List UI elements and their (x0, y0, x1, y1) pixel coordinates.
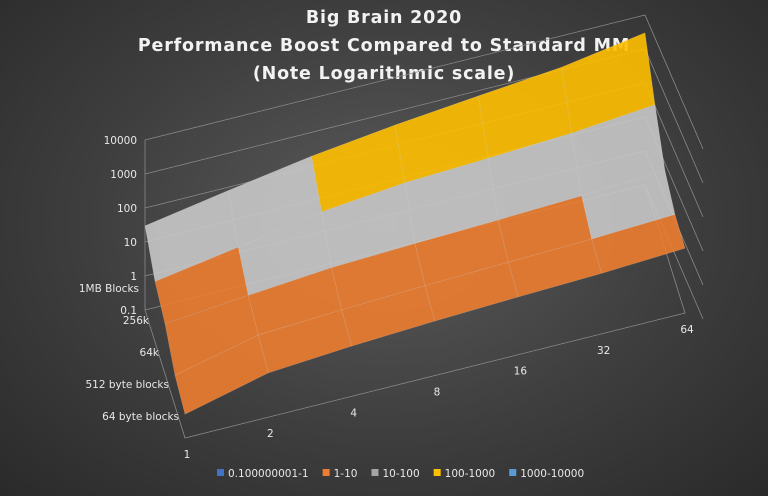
x-tick-label: 1 (184, 449, 191, 461)
chart-title-line-1: Big Brain 2020 (305, 8, 463, 28)
legend-label: 100-1000 (445, 468, 496, 480)
x-tick-label: 4 (350, 407, 357, 419)
legend-label: 0.100000001-1 (228, 468, 309, 480)
depth-tick-label: 64k (140, 347, 160, 359)
depth-tick-label: 64 byte blocks (102, 411, 179, 423)
surface-cell (591, 214, 686, 274)
legend-label: 1-10 (334, 468, 358, 480)
legend-label: 10-100 (382, 468, 419, 480)
value-axis-ticks: 10000 1000 100 10 1 0.1 (104, 135, 137, 317)
surface-mesh (144, 32, 686, 415)
x-tick-label: 64 (680, 324, 694, 336)
legend-label: 1000-10000 (520, 468, 584, 480)
x-tick-label: 8 (434, 387, 441, 399)
x-axis-ticks: 1 2 4 8 16 32 64 (184, 324, 694, 461)
legend-swatch (433, 469, 441, 476)
value-tick-label: 1000 (110, 169, 137, 181)
depth-tick-label: 512 byte blocks (85, 379, 169, 391)
x-tick-label: 32 (597, 345, 610, 357)
value-tick-label: 1 (130, 271, 137, 283)
depth-tick-label: 1MB Blocks (79, 283, 139, 295)
chart-title-line-3: (Note Logarithmic scale) (252, 64, 516, 84)
legend: 0.100000001-1 1-10 10-100 100-1000 1000-1000… (217, 468, 584, 480)
surface-cell (581, 170, 676, 240)
depth-axis-ticks: 64 byte blocks 512 byte blocks 64k 256k 1MB … (79, 283, 179, 423)
value-tick-label: 10000 (104, 135, 137, 147)
legend-swatch (322, 469, 330, 476)
chart-title-line-2: Performance Boost Compared to Standard M… (137, 36, 631, 56)
depth-tick-label: 256k (123, 315, 150, 327)
surface-cell (571, 104, 666, 197)
legend-swatch (217, 469, 224, 476)
value-tick-label: 10 (124, 237, 137, 249)
grid-line (144, 14, 704, 150)
value-tick-label: 100 (117, 203, 137, 215)
x-tick-label: 2 (267, 428, 274, 440)
legend-swatch (371, 469, 379, 476)
x-tick-label: 16 (514, 366, 528, 378)
legend-swatch (509, 469, 517, 476)
value-tick-label: 0.1 (120, 305, 137, 317)
